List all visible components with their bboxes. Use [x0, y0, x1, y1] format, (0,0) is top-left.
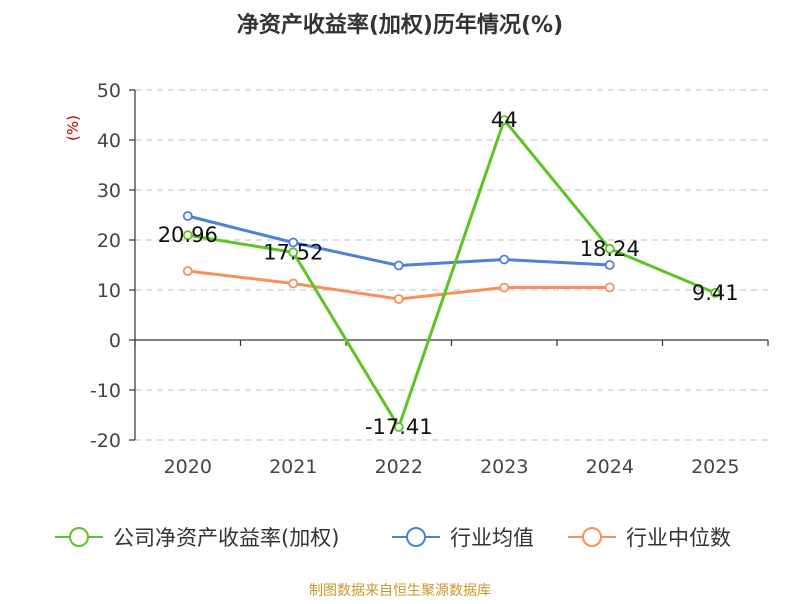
series-2: [182, 266, 615, 304]
y-axis-unit-label: (%): [64, 115, 82, 141]
legend-marker: [406, 527, 426, 547]
x-tick-label: 2025: [691, 456, 739, 478]
legend-label: 行业均值: [450, 526, 534, 550]
series-line: [187, 118, 716, 429]
gridlines: [135, 89, 768, 441]
data-point[interactable]: [393, 422, 404, 432]
legend-item-0[interactable]: 公司净资产收益率(加权): [55, 526, 339, 550]
data-point[interactable]: [393, 260, 404, 271]
data-point[interactable]: [182, 230, 193, 241]
data-point[interactable]: [710, 288, 721, 298]
chart-title: 净资产收益率(加权)历年情况(%): [237, 12, 563, 38]
x-tick-label: 2021: [269, 456, 317, 478]
x-tick-label: 2024: [586, 456, 634, 478]
data-point[interactable]: [604, 282, 615, 293]
axes: 50 40 30 20 10 0 -10 -20 2020 2021 2022 2023 2024 202…: [90, 80, 769, 478]
data-point[interactable]: [604, 243, 615, 254]
x-tick-label: 2022: [375, 456, 423, 478]
y-tick-label: 30: [97, 180, 121, 202]
series-1: [182, 211, 615, 271]
series-0: [182, 115, 721, 432]
data-point[interactable]: [499, 282, 510, 293]
legend-item-1[interactable]: 行业均值: [392, 526, 534, 550]
data-label: 20.96: [158, 223, 218, 247]
series-lines: [182, 115, 721, 432]
data-point[interactable]: [288, 278, 299, 289]
legend-item-2[interactable]: 行业中位数: [568, 526, 731, 550]
data-point[interactable]: [604, 260, 615, 270]
data-point[interactable]: [182, 266, 193, 276]
data-label: 44: [491, 108, 518, 132]
y-tick-label: 10: [97, 280, 121, 302]
data-point[interactable]: [288, 237, 299, 248]
data-label: 17.52: [263, 240, 323, 264]
data-point[interactable]: [499, 254, 510, 265]
x-tick-label: 2023: [480, 456, 528, 478]
source-note: 制图数据来自恒生聚源数据库: [309, 583, 491, 599]
data-label: 18.24: [580, 237, 640, 261]
legend-marker: [582, 527, 602, 547]
data-label: -17.41: [365, 415, 433, 439]
data-label: 9.41: [692, 281, 739, 305]
legend-label: 公司净资产收益率(加权): [113, 526, 339, 550]
legend[interactable]: 公司净资产收益率(加权) 行业均值 行业中位数: [55, 526, 731, 550]
series-line: [187, 214, 610, 267]
data-point[interactable]: [288, 247, 299, 258]
y-tick-label: 40: [97, 130, 121, 152]
data-labels: 20.96 17.52 -17.41 44 18.24 9.41: [158, 108, 739, 439]
data-point[interactable]: [393, 294, 404, 304]
y-tick-label: -10: [90, 380, 121, 402]
legend-marker: [69, 527, 89, 547]
y-tick-label: 0: [109, 330, 121, 352]
y-tick-label: 20: [97, 230, 121, 252]
x-tick-label: 2020: [164, 456, 212, 478]
y-tick-label: 50: [97, 80, 121, 102]
y-tick-label: -20: [90, 430, 121, 452]
data-point[interactable]: [499, 115, 510, 125]
legend-label: 行业中位数: [626, 526, 731, 550]
data-point[interactable]: [182, 211, 193, 221]
